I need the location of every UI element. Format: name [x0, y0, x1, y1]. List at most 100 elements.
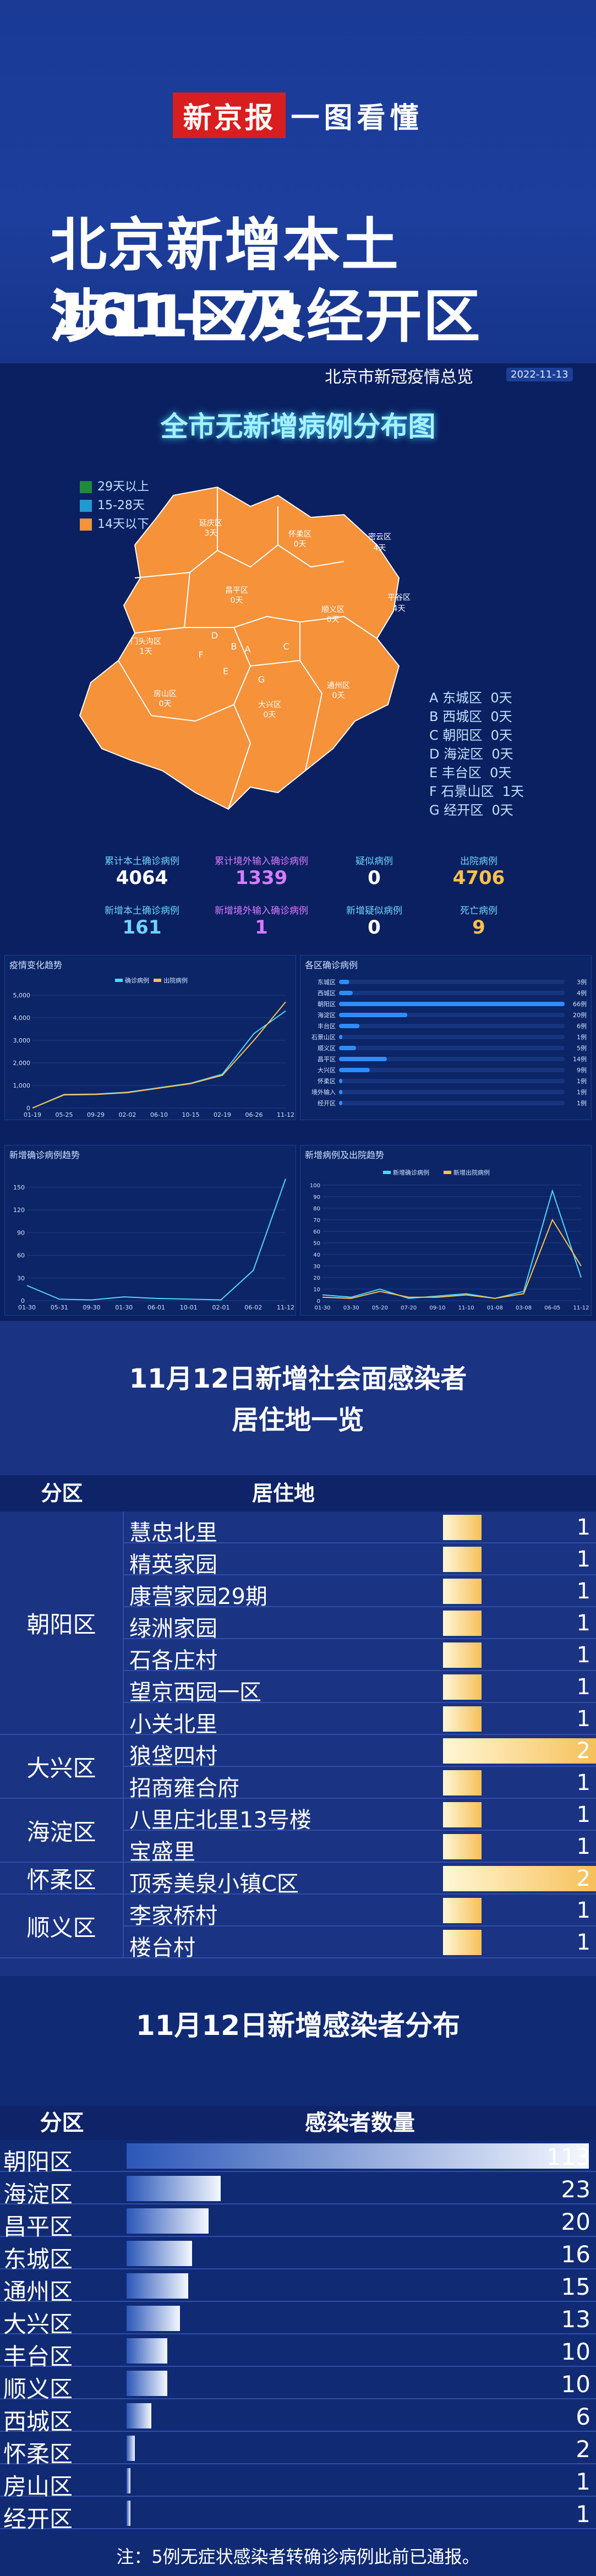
count-bar: [443, 1515, 482, 1540]
count-bar: [443, 1579, 482, 1604]
footnote: 注：5例无症状感染者转确诊病例此前已通报。: [116, 2546, 480, 2567]
district-name: 昌平区: [3, 2213, 73, 2240]
x-tick-label: 06-01: [147, 1304, 165, 1311]
bar: [339, 1046, 357, 1050]
legend-swatch-green: [80, 481, 92, 493]
x-tick-label: 05-20: [372, 1305, 388, 1311]
count-bar: [443, 1738, 596, 1764]
legend-label: 出院病例: [163, 976, 188, 984]
bar: [339, 991, 353, 995]
count-bar: [443, 1547, 482, 1572]
table-row: 经开区 1: [0, 2497, 596, 2533]
district-days: 0天: [490, 765, 512, 781]
district-name: 经开区: [3, 2506, 73, 2533]
count-bar: [443, 1674, 482, 1700]
district-name: 通州区: [3, 2278, 73, 2305]
place-name: 小关北里: [129, 1712, 217, 1737]
bar: [339, 1090, 343, 1094]
count-value: 23: [561, 2176, 590, 2203]
table-row: 顺义区 10: [0, 2367, 596, 2403]
y-tick-label: 70: [313, 1218, 320, 1224]
count-bar: [127, 2176, 221, 2201]
map-label: 怀柔区: [288, 530, 311, 539]
count-bar: [443, 1611, 482, 1636]
district-name: 朝阳区: [442, 728, 483, 743]
x-tick-label: 01-30: [18, 1304, 36, 1311]
count-value: 1: [576, 1770, 590, 1795]
y-tick-label: 90: [313, 1194, 320, 1200]
panel-title: 各区确诊病例: [305, 960, 358, 970]
x-tick-label: 06-05: [544, 1305, 560, 1311]
map-label-days: 3天: [205, 529, 217, 538]
count-bar: [127, 2403, 151, 2428]
district-name: 大兴区: [3, 2311, 73, 2338]
district-cell: 顺义区: [0, 1895, 124, 1958]
legend-item: 14天以下: [80, 514, 149, 532]
distribution-title: 11月12日新增感染者分布: [135, 2010, 461, 2042]
map-label-days: 0天: [327, 615, 340, 624]
dashboard-date: 2022-11-13: [506, 368, 573, 381]
bar: [339, 1057, 387, 1061]
y-tick-label: 60: [313, 1229, 320, 1235]
district-legend-item: C 朝阳区 0天: [429, 724, 594, 744]
district-name: 丰台区: [3, 2343, 73, 2370]
stat-label: 死亡病例: [460, 905, 497, 916]
stat-label: 新增境外输入确诊病例: [215, 905, 308, 916]
bar-category-label: 顺义区: [318, 1045, 336, 1052]
bar-value-label: 6例: [577, 1022, 587, 1030]
map-label: 大兴区: [258, 701, 281, 710]
district-name: 海淀区: [3, 2181, 73, 2208]
district-name: 怀柔区: [3, 2441, 73, 2468]
new-discharge-chart: 0 10 20 30 40 50 60 70 80 90 100 01-30 03-30 05-20 07-…: [310, 1169, 589, 1311]
district-legend-item: B 西城区 0天: [429, 706, 594, 725]
panel-title: 疫情变化趋势: [9, 960, 63, 970]
district-legend-item: A 东城区 0天: [429, 687, 594, 706]
col-header-district: 分区: [0, 1475, 124, 1511]
count-bar: [127, 2143, 589, 2169]
district-letter: A: [429, 690, 439, 706]
x-tick-label: 10-01: [180, 1304, 198, 1311]
count-bar: [443, 1834, 482, 1859]
y-tick-label: 2,000: [13, 1060, 31, 1067]
stat-discharged: 出院病例 4706: [440, 853, 517, 889]
count-bar: [443, 1770, 482, 1795]
count-bar: [127, 2338, 168, 2364]
place-name: 宝盛里: [129, 1840, 195, 1865]
x-tick-label: 03-30: [343, 1305, 359, 1311]
table-row: 康营家园29期 1: [124, 1575, 596, 1609]
table-row: 大兴区 13: [0, 2302, 596, 2338]
place-name: 狼垡四村: [129, 1744, 217, 1769]
series-line: [32, 1010, 286, 1109]
distribution-header: 分区 感染者数量: [0, 2106, 596, 2140]
map-label: 通州区: [327, 681, 350, 690]
count-bar: [127, 2306, 180, 2331]
stat-label: 新增本土确诊病例: [105, 905, 179, 916]
bar-track: [339, 1079, 565, 1083]
count-value: 10: [561, 2371, 590, 2398]
district-letter: C: [429, 728, 439, 743]
map-label-days: 4天: [393, 604, 406, 613]
x-tick-label: 09-29: [87, 1111, 105, 1118]
place-name: 望京西园一区: [129, 1680, 261, 1705]
bar-value-label: 20例: [573, 1011, 587, 1019]
count-value: 1: [576, 1834, 590, 1859]
y-tick-label: 0: [26, 1105, 30, 1112]
x-tick-label: 06-10: [150, 1111, 168, 1118]
map-label-days: 1天: [140, 647, 152, 656]
count-value: 13: [561, 2306, 590, 2333]
table-row: 狼垡四村 2: [124, 1735, 596, 1769]
bar-track: [339, 1035, 565, 1039]
panel-title: 新增确诊病例趋势: [9, 1150, 80, 1160]
legend-label: 新增确诊病例: [393, 1169, 429, 1176]
stat-value: 1339: [235, 867, 288, 889]
table-row: 怀柔区 2: [0, 2432, 596, 2468]
table-row: 望京西园一区 1: [124, 1671, 596, 1705]
legend-swatch-blue: [80, 500, 92, 512]
bar-value-label: 1例: [577, 1033, 587, 1041]
count-value: 6: [576, 2403, 590, 2430]
table-row: 房山区 1: [0, 2465, 596, 2500]
district-name: 东城区: [3, 2246, 73, 2273]
map-labels: 延庆区 3天 怀柔区 0天 密云区 4天 昌平区 0天 平谷区 4天 顺义区 0…: [130, 519, 411, 719]
bar: [339, 1068, 370, 1072]
count-bar: [127, 2436, 135, 2461]
